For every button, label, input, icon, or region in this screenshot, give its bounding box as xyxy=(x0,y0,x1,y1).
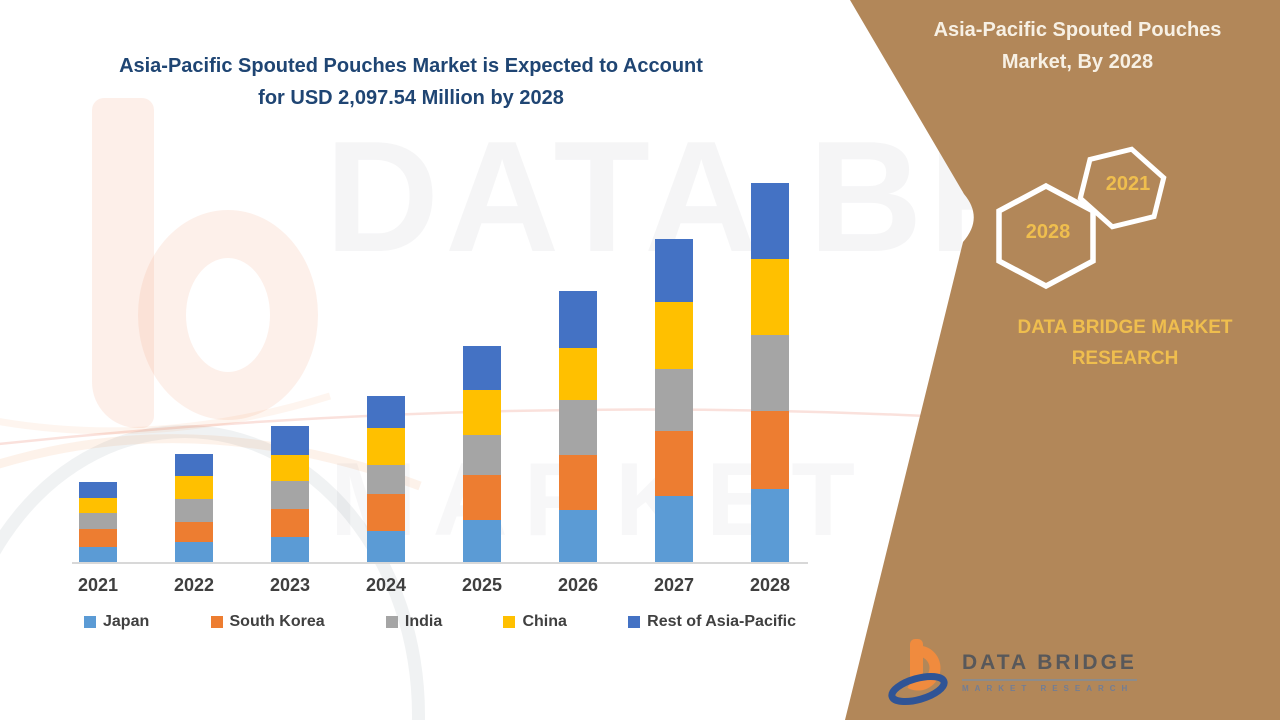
legend-swatch-rest-of-asia-pacific xyxy=(628,616,641,628)
legend-swatch-south-korea xyxy=(210,616,223,628)
bar-segment-2024-south-korea xyxy=(367,494,405,532)
bar-segment-2024-rest-of-asia-pacific xyxy=(367,395,405,429)
bar-segment-2023-japan xyxy=(271,536,309,562)
data-bridge-logo: DATA BRIDGE MARKET RESEARCH xyxy=(888,632,1188,712)
hexagon-large-year-label: 2028 xyxy=(1025,221,1071,243)
bar-segment-2028-south-korea xyxy=(751,410,789,489)
data-bridge-logo-icon xyxy=(888,639,948,706)
bar-segment-2028-rest-of-asia-pacific xyxy=(751,183,789,259)
bar-segment-2021-japan xyxy=(79,546,117,562)
x-axis-label-2026: 2026 xyxy=(557,575,599,595)
legend-swatch-china xyxy=(503,616,516,628)
bar-segment-2027-rest-of-asia-pacific xyxy=(655,239,693,303)
bar-segment-2024-japan xyxy=(367,531,405,562)
bar-segment-2022-rest-of-asia-pacific xyxy=(175,453,213,476)
bar-segment-2028-china xyxy=(751,258,789,336)
legend-swatch-japan xyxy=(84,616,96,628)
bar-segment-2021-china xyxy=(79,497,117,514)
x-axis-label-2027: 2027 xyxy=(653,575,695,595)
bar-segment-2022-india xyxy=(175,499,213,522)
legend-label-china: China xyxy=(522,613,567,630)
x-axis-line xyxy=(72,562,808,564)
bar-segment-2021-rest-of-asia-pacific xyxy=(79,482,117,498)
footer-logo-subtitle: MARKET RESEARCH xyxy=(962,684,1134,693)
bar-segment-2027-china xyxy=(655,302,693,369)
bar-segment-2025-india xyxy=(463,434,501,475)
bar-segment-2025-china xyxy=(463,389,501,435)
bar-segment-2026-japan xyxy=(559,510,597,562)
bar-segment-2022-china xyxy=(175,475,213,500)
legend-label-south-korea: South Korea xyxy=(229,613,325,630)
x-axis-label-2025: 2025 xyxy=(461,575,503,595)
bar-segment-2022-japan xyxy=(175,542,213,562)
bar-segment-2025-south-korea xyxy=(463,474,501,521)
bar-segment-2023-india xyxy=(271,480,309,509)
hexagon-small-year-label: 2021 xyxy=(1105,173,1151,195)
bar-segment-2021-south-korea xyxy=(79,529,117,547)
side-panel-heading: Asia-Pacific Spouted Pouches Market, By … xyxy=(933,19,1222,73)
bar-segment-2026-china xyxy=(559,347,597,400)
legend-label-japan: Japan xyxy=(103,613,150,630)
watermark-logo-b-stem xyxy=(92,98,154,428)
bar-segment-2027-japan xyxy=(655,496,693,562)
bar-segment-2026-india xyxy=(559,399,597,455)
legend-item-south-korea: South Korea xyxy=(210,613,325,631)
legend-swatch-india xyxy=(385,616,398,628)
bar-segment-2025-japan xyxy=(463,520,501,562)
bar-segment-2026-south-korea xyxy=(559,454,597,511)
bar-segment-2022-south-korea xyxy=(175,521,213,543)
x-axis-label-2021: 2021 xyxy=(77,575,119,595)
bar-segment-2024-china xyxy=(367,428,405,466)
legend-item-india: India xyxy=(385,613,443,631)
bar-segment-2026-rest-of-asia-pacific xyxy=(559,291,597,348)
footer-logo-name: DATA BRIDGE xyxy=(962,651,1137,681)
chart-legend: Japan South Korea India China Rest of Asia-P… xyxy=(84,613,796,631)
bar-segment-2028-india xyxy=(751,335,789,411)
page-title-line1: Asia-Pacific Spouted Pouches Market is E… xyxy=(119,55,703,77)
legend-label-india: India xyxy=(404,613,443,630)
x-axis-label-2028: 2028 xyxy=(749,575,791,595)
bar-segment-2023-south-korea xyxy=(271,508,309,537)
legend-label-rest-of-asia-pacific: Rest of Asia-Pacific xyxy=(647,613,796,630)
x-axis-label-2023: 2023 xyxy=(269,575,311,595)
bar-segment-2024-india xyxy=(367,465,405,495)
bar-segment-2025-rest-of-asia-pacific xyxy=(463,346,501,390)
bar-segment-2027-south-korea xyxy=(655,431,693,497)
page-title: Asia-Pacific Spouted Pouches Market is E… xyxy=(68,50,754,114)
bar-segment-2028-japan xyxy=(751,488,789,562)
bar-segment-2027-india xyxy=(655,368,693,432)
legend-item-japan: Japan xyxy=(84,613,149,631)
bar-segment-2023-rest-of-asia-pacific xyxy=(271,426,309,455)
legend-item-china: China xyxy=(503,613,567,631)
page-title-line2: for USD 2,097.54 Million by 2028 xyxy=(258,87,564,109)
bar-segment-2023-china xyxy=(271,454,309,481)
bar-segment-2021-india xyxy=(79,513,117,530)
x-axis-label-2022: 2022 xyxy=(173,575,215,595)
x-axis-label-2024: 2024 xyxy=(365,575,407,595)
side-panel-brand-text: DATA BRIDGE MARKET RESEARCH xyxy=(1017,317,1233,370)
legend-item-rest-of-asia-pacific: Rest of Asia-Pacific xyxy=(628,613,796,631)
